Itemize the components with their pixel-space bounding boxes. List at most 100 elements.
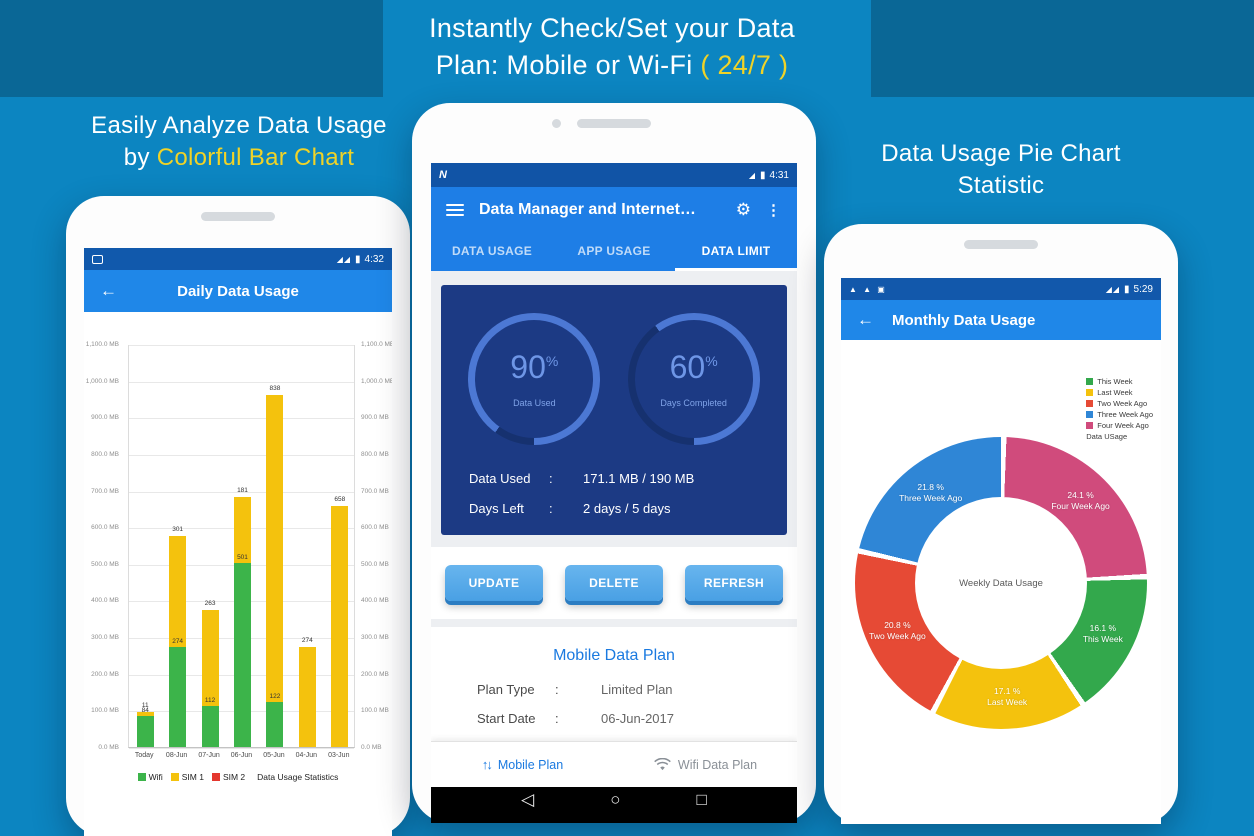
- gauge-label: Data Used: [513, 397, 556, 408]
- legend-label: Last Week: [1097, 388, 1133, 397]
- axis-tick-label: 600.0 MB: [91, 524, 119, 532]
- gauge-data-used: 90% Data Used: [468, 313, 601, 445]
- limit-stats: Data Used: 171.1 MB / 190 MB Days Left: 2 d…: [469, 471, 771, 531]
- top-left-dark-band: [0, 0, 383, 97]
- app-title: Data Manager and Internet…: [479, 201, 696, 218]
- back-arrow-icon[interactable]: ←: [100, 281, 117, 300]
- top-heading-line2: Plan: Mobile or Wi-Fi ( 24/7 ): [435, 50, 789, 80]
- right-heading: Data Usage Pie Chart Statistic: [801, 138, 1201, 202]
- nav-recents-icon[interactable]: □: [696, 790, 707, 809]
- bar-phone-screen: ◢◢ ▮ 4:32 ← Daily Data Usage 0.0 MB 100.0…: [84, 248, 392, 836]
- page-title: Daily Data Usage: [177, 282, 299, 300]
- bar-segment: [234, 497, 251, 564]
- axis-tick-label: 800.0 MB: [91, 450, 119, 458]
- x-axis-label: Today: [134, 752, 154, 759]
- legend-swatch: [1086, 378, 1094, 385]
- monthly-usage-pie-chart: This Week Last Week Two Week Ago Three Week…: [841, 340, 1161, 824]
- legend-item: Wifi: [137, 772, 163, 782]
- gauge-face: 60% Days Completed: [634, 320, 753, 438]
- pie-slice-label: 16.1 % This Week: [1082, 623, 1123, 645]
- stat-label: Data Used: [469, 471, 531, 486]
- mobile-data-plan-card: Mobile Data Plan Plan Type: Limited Plan S…: [431, 627, 797, 747]
- legend-label: Four Week Ago: [1097, 421, 1149, 430]
- pie-slice-label: 20.8 % Two Week Ago: [869, 619, 926, 641]
- legend-label: SIM 2: [222, 772, 246, 782]
- top-heading-accent: ( 24/7 ): [700, 50, 789, 80]
- left-heading: Easily Analyze Data Usage by Colorful Ba…: [39, 110, 439, 174]
- refresh-button[interactable]: REFRESH: [685, 565, 783, 601]
- menu-icon[interactable]: [446, 204, 464, 216]
- bottom-nav-mobile-plan[interactable]: ↑↓ Mobile Plan: [431, 742, 614, 787]
- bar-segment: [169, 646, 187, 747]
- overflow-menu-icon[interactable]: ⋮: [766, 202, 782, 219]
- stat-label: Days Left: [469, 501, 524, 516]
- stat-row: Days Left: 2 days / 5 days: [469, 501, 771, 516]
- bar-value-label: 84: [141, 707, 149, 715]
- status-time: 4:31: [769, 169, 789, 181]
- pie-chart-phone: ▲ ▲ ▣ ◢◢ ▮ 5:29 ← Monthly Data Usage Thi…: [824, 224, 1178, 824]
- status-bar: N ◢ ▮ 4:31: [431, 163, 797, 187]
- app-bar: ← Monthly Data Usage: [841, 300, 1161, 340]
- tab-app-usage[interactable]: APP USAGE: [577, 243, 651, 258]
- gauge-value: 60%: [669, 348, 718, 385]
- gauge-value: 90%: [510, 348, 559, 385]
- settings-gear-icon[interactable]: ⚙: [735, 200, 751, 219]
- legend-swatch: [170, 773, 179, 781]
- y-axis-left: 0.0 MB 100.0 MB 200.0 MB 300.0 MB 400.0 MB 50…: [84, 341, 124, 751]
- bar-segment: [136, 712, 154, 717]
- bottom-nav-wifi-plan[interactable]: Wifi Data Plan: [614, 742, 797, 787]
- stat-value: 171.1 MB / 190 MB: [583, 471, 695, 486]
- gridline: [129, 345, 354, 346]
- delete-button[interactable]: DELETE: [565, 565, 663, 601]
- nfc-icon: N: [439, 169, 447, 181]
- plan-colon: :: [555, 711, 559, 726]
- bar-chart-phone: ◢◢ ▮ 4:32 ← Daily Data Usage 0.0 MB 100.0…: [66, 196, 410, 836]
- legend-title: Data USage: [1086, 432, 1128, 441]
- bar-value-label: 263: [204, 599, 216, 607]
- nav-home-icon[interactable]: ○: [610, 790, 621, 809]
- wifi-icon: [654, 758, 671, 771]
- bar-value-label: 658: [334, 495, 346, 503]
- bar-value-label: 122: [269, 693, 281, 701]
- bar-segment: [298, 646, 316, 747]
- data-transfer-icon: ↑↓: [481, 757, 493, 772]
- plan-label: Start Date: [477, 711, 536, 726]
- bottom-nav-label: Wifi Data Plan: [677, 757, 758, 772]
- plan-row: Plan Type: Limited Plan: [477, 682, 797, 697]
- bar-segment: [136, 716, 154, 747]
- legend-item: Three Week Ago: [1086, 409, 1153, 420]
- bar-value-label: 112: [204, 696, 216, 704]
- stat-value: 2 days / 5 days: [583, 501, 671, 516]
- battery-icon: ▮: [760, 169, 766, 181]
- gauge-row: 90% Data Used 60% Days Completed: [441, 285, 787, 445]
- legend-swatch: [1086, 411, 1094, 418]
- tab-data-usage[interactable]: DATA USAGE: [451, 243, 533, 258]
- legend-item: SIM 1: [170, 772, 204, 782]
- tab-data-limit[interactable]: DATA LIMIT: [675, 233, 797, 271]
- stat-colon: :: [549, 501, 553, 516]
- axis-tick-label: 1,100.0 MB: [361, 341, 392, 348]
- pie-slice-label: 24.1 % Four Week Ago: [1051, 490, 1110, 512]
- gridline: [129, 491, 354, 493]
- data-manager-phone: N ◢ ▮ 4:31 Data Manager and Internet… ⚙ …: [412, 103, 816, 823]
- bar-segment: [331, 505, 349, 747]
- back-arrow-icon[interactable]: ←: [857, 310, 874, 329]
- battery-icon: ▮: [1124, 283, 1130, 295]
- legend-item: Two Week Ago: [1086, 398, 1153, 409]
- axis-tick-label: 600.0 MB: [361, 524, 389, 532]
- bar-segment: [266, 702, 284, 747]
- legend-item: Data USage: [1086, 431, 1153, 442]
- x-axis-label: 08-Jun: [165, 752, 188, 759]
- nav-back-icon[interactable]: ◁: [521, 790, 535, 809]
- legend-item: SIM 2: [211, 772, 246, 782]
- x-axis-label: 05-Jun: [263, 752, 285, 759]
- donut-center-label: Weekly Data Usage: [959, 577, 1043, 589]
- axis-tick-label: 200.0 MB: [91, 670, 119, 678]
- update-button[interactable]: UPDATE: [445, 565, 543, 601]
- legend-swatch: [1086, 389, 1094, 396]
- axis-tick-label: 500.0 MB: [361, 560, 389, 568]
- donut-center: Weekly Data Usage: [915, 497, 1087, 669]
- legend-label: Two Week Ago: [1097, 399, 1148, 408]
- axis-tick-label: 900.0 MB: [91, 414, 119, 422]
- x-axis-label: 07-Jun: [198, 752, 220, 759]
